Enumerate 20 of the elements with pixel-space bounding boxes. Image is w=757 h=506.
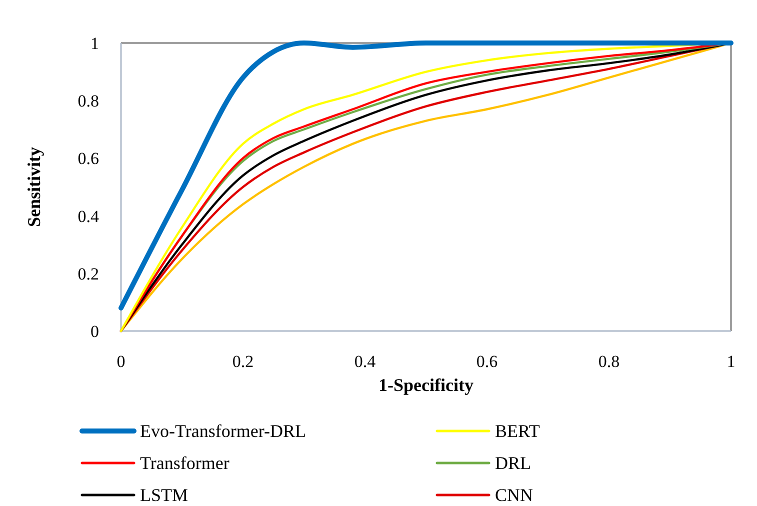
legend-label: DRL — [495, 453, 531, 473]
y-tick-label: 0.4 — [78, 206, 100, 226]
x-tick-label: 0.2 — [232, 352, 254, 371]
x-tick-label: 0.8 — [598, 352, 620, 371]
y-tick-label: 1 — [90, 34, 99, 53]
x-tick-label: 0.6 — [476, 352, 498, 371]
legend-label: CNN — [495, 485, 534, 505]
y-axis-title: Sensitivity — [24, 146, 44, 228]
legend-label: Transformer — [140, 453, 230, 473]
y-tick-label: 0 — [90, 322, 99, 341]
x-axis-title: 1-Specificity — [378, 375, 474, 395]
y-tick-label: 0.2 — [78, 264, 99, 284]
x-tick-label: 1 — [726, 352, 736, 371]
legend-label: BERT — [495, 421, 540, 441]
x-tick-label: 0 — [116, 352, 126, 371]
y-tick-label: 0.8 — [78, 92, 99, 111]
y-tick-label: 0.6 — [78, 149, 99, 168]
legend-label: Evo-Transformer-DRL — [140, 421, 306, 441]
legend-label: LSTM — [140, 485, 188, 505]
x-tick-label: 0.4 — [354, 352, 376, 371]
